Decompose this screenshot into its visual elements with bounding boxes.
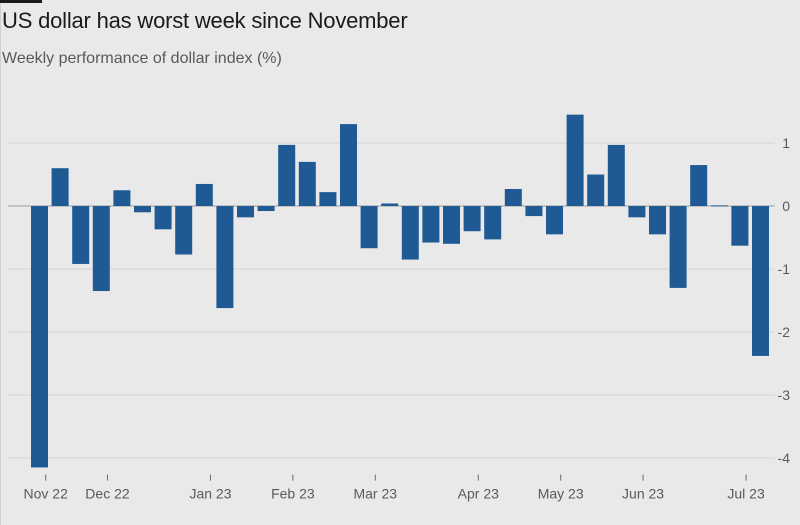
- x-tick-label: Dec 22: [85, 486, 130, 502]
- bar-week-18: [381, 203, 399, 206]
- bar-week-6: [134, 206, 151, 213]
- bars: [31, 114, 769, 468]
- bar-week-29: [607, 144, 625, 206]
- bar-week-31: [649, 206, 666, 235]
- bar-week-11: [237, 206, 254, 218]
- x-tick-label: Jun 23: [622, 486, 664, 502]
- bar-week-35: [731, 206, 749, 246]
- bar-week-19: [401, 206, 419, 260]
- bar-week-28: [587, 174, 605, 206]
- chart-subtitle: Weekly performance of dollar index (%): [2, 50, 282, 67]
- y-tick-label: -2: [778, 324, 791, 340]
- bar-week-32: [669, 206, 687, 288]
- x-tick-label: May 23: [538, 486, 584, 502]
- x-tick-label: Jul 23: [727, 486, 765, 502]
- bar-week-17: [360, 206, 378, 249]
- bar-week-27: [566, 114, 584, 206]
- y-tick-label: 0: [782, 198, 790, 214]
- bar-week-13: [278, 144, 296, 206]
- bar-week-20: [422, 206, 440, 243]
- bar-week-7: [154, 206, 172, 230]
- x-axis: Nov 22 Dec 22 Jan 23 Feb 23 Mar 23 Apr 23 May …: [24, 474, 765, 502]
- brand-rule: [0, 0, 42, 3]
- bar-week-4: [92, 206, 110, 292]
- y-tick-label: -4: [778, 450, 791, 466]
- x-tick-label: Nov 22: [24, 486, 69, 502]
- y-axis: 1 0 -1 -2 -3 -4: [778, 135, 791, 466]
- bar-week-24: [504, 188, 522, 206]
- bar-week-9: [195, 183, 213, 206]
- bar-week-34: [710, 205, 728, 207]
- bar-week-1: [31, 206, 48, 468]
- bar-week-33: [690, 165, 708, 206]
- bar-week-30: [628, 206, 646, 218]
- bar-week-5: [113, 190, 131, 206]
- x-tick-label: Apr 23: [458, 486, 499, 502]
- bar-week-3: [72, 206, 90, 264]
- bar-week-23: [484, 206, 502, 240]
- y-tick-label: 1: [782, 135, 790, 151]
- x-tick-label: Feb 23: [271, 486, 315, 502]
- bar-week-12: [257, 206, 275, 212]
- bar-week-21: [443, 206, 460, 244]
- bar-week-22: [463, 206, 481, 232]
- x-tick-label: Mar 23: [353, 486, 397, 502]
- left-border: [0, 0, 1, 525]
- bar-week-16: [340, 124, 357, 206]
- chart-title: US dollar has worst week since November: [2, 8, 408, 33]
- bar-week-15: [319, 192, 337, 206]
- bar-week-10: [216, 206, 234, 309]
- bar-week-2: [51, 168, 69, 206]
- bar-week-36: [752, 206, 769, 356]
- bar-week-25: [525, 206, 543, 217]
- bar-week-26: [546, 206, 563, 235]
- bar-week-14: [298, 161, 316, 206]
- bar-week-8: [175, 206, 193, 255]
- y-tick-label: -3: [778, 387, 791, 403]
- x-tick-label: Jan 23: [189, 486, 231, 502]
- y-tick-label: -1: [778, 261, 791, 277]
